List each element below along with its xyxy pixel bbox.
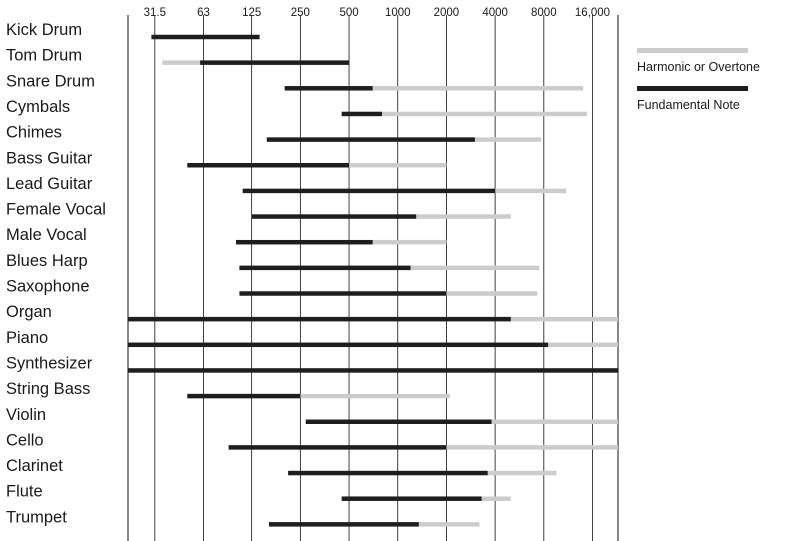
instrument-label: Clarinet bbox=[6, 457, 63, 475]
instrument-label: Lead Guitar bbox=[6, 175, 93, 193]
instrument-label: Tom Drum bbox=[6, 47, 82, 65]
instrument-label: Cymbals bbox=[6, 98, 70, 116]
fundamental-bar bbox=[187, 393, 301, 399]
range-bars bbox=[128, 34, 618, 527]
harmonic-bar bbox=[481, 496, 511, 501]
harmonic-bar bbox=[162, 60, 201, 65]
instrument-label: Piano bbox=[6, 329, 48, 347]
fundamental-bar bbox=[242, 188, 496, 194]
fundamental-bar bbox=[305, 419, 492, 424]
fundamental-bar bbox=[128, 368, 618, 373]
harmonic-bar bbox=[372, 86, 584, 91]
instrument-label: Male Vocal bbox=[6, 226, 87, 244]
x-tick-label: 125 bbox=[242, 7, 261, 19]
fundamental-bar bbox=[341, 496, 482, 501]
fundamental-bar bbox=[341, 111, 383, 117]
legend-harmonic-swatch bbox=[637, 48, 748, 53]
instrument-label: Cello bbox=[6, 431, 44, 449]
fundamental-bar bbox=[239, 291, 447, 296]
harmonic-bar bbox=[349, 163, 447, 168]
x-tick-label: 4000 bbox=[482, 7, 508, 19]
x-tick-label: 31.5 bbox=[144, 7, 166, 19]
instrument-label: Blues Harp bbox=[6, 252, 88, 270]
instrument-label: Bass Guitar bbox=[6, 149, 93, 167]
harmonic-bar bbox=[446, 291, 538, 296]
grid-layer bbox=[127, 15, 619, 541]
x-tick-label: 2000 bbox=[434, 7, 460, 19]
instrument-label: String Bass bbox=[6, 380, 90, 398]
harmonic-bar bbox=[510, 316, 618, 322]
fundamental-bar bbox=[151, 34, 260, 40]
x-tick-label: 8000 bbox=[531, 7, 557, 19]
instrument-label: Trumpet bbox=[6, 508, 67, 526]
harmonic-bar bbox=[416, 214, 511, 219]
instrument-label: Synthesizer bbox=[6, 354, 93, 372]
fundamental-bar bbox=[284, 86, 373, 91]
instrument-label: Saxophone bbox=[6, 278, 90, 296]
x-tick-label: 1000 bbox=[385, 7, 411, 19]
fundamental-bar bbox=[128, 316, 511, 322]
legend-fundamental-label: Fundamental Note bbox=[637, 98, 740, 112]
harmonic-bar bbox=[382, 111, 588, 117]
harmonic-bar bbox=[487, 470, 557, 476]
instrument-label: Kick Drum bbox=[6, 21, 82, 39]
fundamental-bar bbox=[266, 137, 475, 142]
fundamental-bar bbox=[268, 522, 419, 527]
harmonic-bar bbox=[372, 239, 447, 245]
fundamental-bar bbox=[187, 163, 350, 168]
instrument-label: Organ bbox=[6, 303, 52, 321]
instrument-label: Female Vocal bbox=[6, 201, 106, 219]
instrument-labels: Kick Drum Tom Drum Snare Drum Cymbals Chimes… bbox=[6, 21, 106, 526]
fundamental-bar bbox=[288, 470, 488, 476]
x-tick-label: 250 bbox=[291, 7, 310, 19]
harmonic-bar bbox=[418, 522, 480, 527]
x-tick-label: 63 bbox=[197, 7, 210, 19]
harmonic-bar bbox=[495, 188, 567, 194]
harmonic-bar bbox=[410, 265, 540, 271]
harmonic-bar bbox=[491, 419, 618, 424]
instrument-label: Chimes bbox=[6, 124, 62, 142]
harmonic-bar bbox=[548, 342, 618, 348]
fundamental-bar bbox=[228, 445, 447, 450]
fundamental-bar bbox=[239, 265, 411, 271]
fundamental-bar bbox=[235, 239, 373, 245]
instrument-label: Violin bbox=[6, 406, 46, 424]
x-tick-label: 500 bbox=[339, 7, 358, 19]
legend: Harmonic or Overtone Fundamental Note bbox=[637, 48, 760, 112]
fundamental-bar bbox=[251, 214, 417, 219]
fundamental-bar bbox=[200, 60, 350, 65]
harmonic-bar bbox=[446, 445, 618, 450]
legend-fundamental-swatch bbox=[637, 86, 748, 91]
harmonic-bar bbox=[474, 137, 542, 142]
harmonic-bar bbox=[300, 393, 450, 399]
legend-harmonic-label: Harmonic or Overtone bbox=[637, 60, 760, 74]
fundamental-bar bbox=[128, 342, 549, 348]
instrument-label: Snare Drum bbox=[6, 72, 95, 90]
instrument-label: Flute bbox=[6, 483, 43, 501]
x-tick-label: 16,000 bbox=[575, 7, 610, 19]
x-tick-labels: 31.5 63 125 250 500 1000 2000 4000 8000 16,000 bbox=[144, 7, 610, 19]
